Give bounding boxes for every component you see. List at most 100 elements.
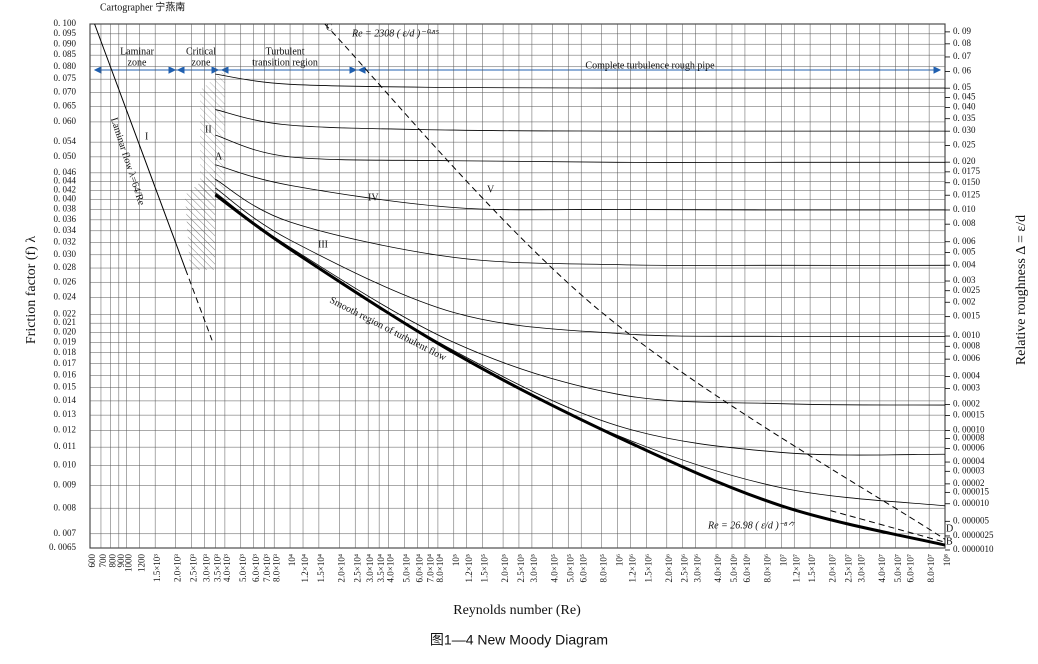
annotation: V <box>487 184 495 195</box>
x-tick-label: 2.5×10⁵ <box>516 554 526 582</box>
curve <box>215 164 946 211</box>
x-tick-label: 7.0×10³ <box>262 554 272 582</box>
x-tick-label: 2.5×10³ <box>189 554 199 582</box>
x-tick-label: 2.5×10⁶ <box>680 554 690 582</box>
x-tick-label: 8.0×10³ <box>271 554 281 582</box>
y2-tick-label: 0. 0006 <box>953 353 981 363</box>
region-label: zone <box>192 57 211 68</box>
x-tick-label: 10⁶ <box>615 554 625 566</box>
x-tick-label: 2.5×10⁴ <box>352 554 362 582</box>
x-tick-label: 2.0×10⁷ <box>828 554 838 582</box>
x-tick-label: 4.0×10⁴ <box>386 554 396 582</box>
x-tick-label: 1.5×10⁷ <box>807 554 817 582</box>
x-tick-label: 4.0×10³ <box>222 554 232 582</box>
y-tick-label: 0. 010 <box>54 459 77 469</box>
x-tick-label: 1200 <box>136 554 146 573</box>
x-tick-label: 800 <box>108 554 118 568</box>
curve <box>215 109 945 132</box>
y-tick-label: 0. 015 <box>54 382 77 392</box>
y2-tick-label: 0. 06 <box>953 66 972 76</box>
x-tick-label: 7.0×10⁴ <box>425 554 435 582</box>
annotation: D <box>946 523 953 534</box>
curve <box>215 193 946 456</box>
y2-tick-label: 0. 0150 <box>953 177 981 187</box>
x-tick-label: 3.0×10⁶ <box>693 554 703 582</box>
region-label: Critical <box>186 46 216 57</box>
x-tick-label: 4.0×10⁶ <box>713 554 723 582</box>
x-tick-label: 8.0×10⁵ <box>599 554 609 582</box>
y-tick-label: 0. 032 <box>54 236 77 246</box>
y2-tick-label: 0. 0025 <box>953 285 981 295</box>
y-tick-label: 0. 034 <box>54 225 77 235</box>
y-tick-label: 0. 060 <box>54 116 77 126</box>
x-tick-label: 8.0×10⁷ <box>926 554 936 582</box>
y-tick-label: 0. 095 <box>54 28 77 38</box>
y-tick-label: 0. 036 <box>54 214 77 224</box>
y-tick-label: 0. 024 <box>54 292 77 302</box>
y2-tick-label: 0. 030 <box>953 125 976 135</box>
annotation: C <box>326 22 333 33</box>
curve <box>215 134 945 163</box>
y-tick-label: 0. 070 <box>54 86 77 96</box>
curve <box>94 23 187 270</box>
y-tick-label: 0. 008 <box>54 502 77 512</box>
y-axis-label: Friction factor (f) λ <box>24 236 39 344</box>
x-tick-label: 1.5×10⁴ <box>316 554 326 582</box>
x-tick-label: 1000 <box>123 554 133 573</box>
x-tick-label: 6.0×10⁷ <box>906 554 916 582</box>
y-tick-label: 0. 044 <box>54 175 77 185</box>
y-tick-label: 0. 046 <box>54 167 77 177</box>
annotation: Cartographer 宁燕南 <box>100 0 185 13</box>
y-tick-label: 0. 075 <box>54 73 77 83</box>
x-tick-label: 1.2×10⁵ <box>464 554 474 582</box>
y2-tick-label: 0. 00010 <box>953 425 985 435</box>
y-tick-label: 0. 021 <box>54 317 77 327</box>
region-arrows <box>93 66 942 74</box>
region-label: Complete turbulence rough pipe <box>585 60 715 71</box>
x-tick-label: 5.0×10⁷ <box>893 554 903 582</box>
annotation: Laminar flow λ=64/Re <box>108 116 147 207</box>
y-tick-label: 0. 012 <box>54 425 77 435</box>
y2-tick-label: 0. 0004 <box>953 371 981 381</box>
y2-tick-label: 0. 00008 <box>953 433 985 443</box>
y2-tick-label: 0. 045 <box>953 92 976 102</box>
y2-tick-label: 0. 00002 <box>953 478 985 488</box>
y2-tick-label: 0. 00006 <box>953 443 985 453</box>
y-tick-label: 0. 080 <box>54 61 77 71</box>
y2-tick-label: 0. 004 <box>953 259 976 269</box>
marks <box>89 23 950 551</box>
y-tick-label: 0. 022 <box>54 308 77 318</box>
y-tick-label: 0. 040 <box>54 194 77 204</box>
y2-tick-label: 0. 0125 <box>953 189 981 199</box>
y2-tick-label: 0. 008 <box>953 218 976 228</box>
y2-tick-label: 0. 0002 <box>953 399 980 409</box>
y2-axis-label: Relative roughness Δ = ε/d <box>1014 215 1029 365</box>
region-label: Laminar <box>120 46 155 57</box>
x-tick-label: 4.0×10⁷ <box>877 554 887 582</box>
y2-tick-label: 0. 010 <box>953 204 976 214</box>
y-tick-label: 0. 100 <box>54 18 77 28</box>
y-tick-label: 0. 065 <box>54 101 77 111</box>
y-tick-label: 0. 011 <box>54 441 76 451</box>
curve <box>214 193 946 547</box>
x-tick-label: 6.0×10⁵ <box>578 554 588 582</box>
y2-tick-label: 0. 006 <box>953 236 976 246</box>
x-tick-label: 6.0×10³ <box>251 554 261 582</box>
y2-tick-label: 0. 08 <box>953 38 972 48</box>
y2-tick-label: 0. 00004 <box>953 456 985 466</box>
x-tick-label: 5.0×10⁵ <box>565 554 575 582</box>
curve <box>215 192 946 406</box>
y-tick-label: 0. 054 <box>54 136 77 146</box>
x-tick-label: 700 <box>98 554 108 568</box>
y2-tick-label: 0. 002 <box>953 296 976 306</box>
y2-tick-label: 0. 005 <box>953 247 976 257</box>
region-label: Turbulent <box>265 46 304 57</box>
y-tick-label: 0. 026 <box>54 276 77 286</box>
annotation: IV <box>368 192 379 203</box>
y2-tick-label: 0. 0000010 <box>953 544 994 554</box>
x-tick-label: 1.2×10⁴ <box>300 554 310 582</box>
curve <box>324 23 946 540</box>
x-tick-label: 1.5×10⁶ <box>643 554 653 582</box>
x-tick-label: 8.0×10⁶ <box>762 554 772 582</box>
